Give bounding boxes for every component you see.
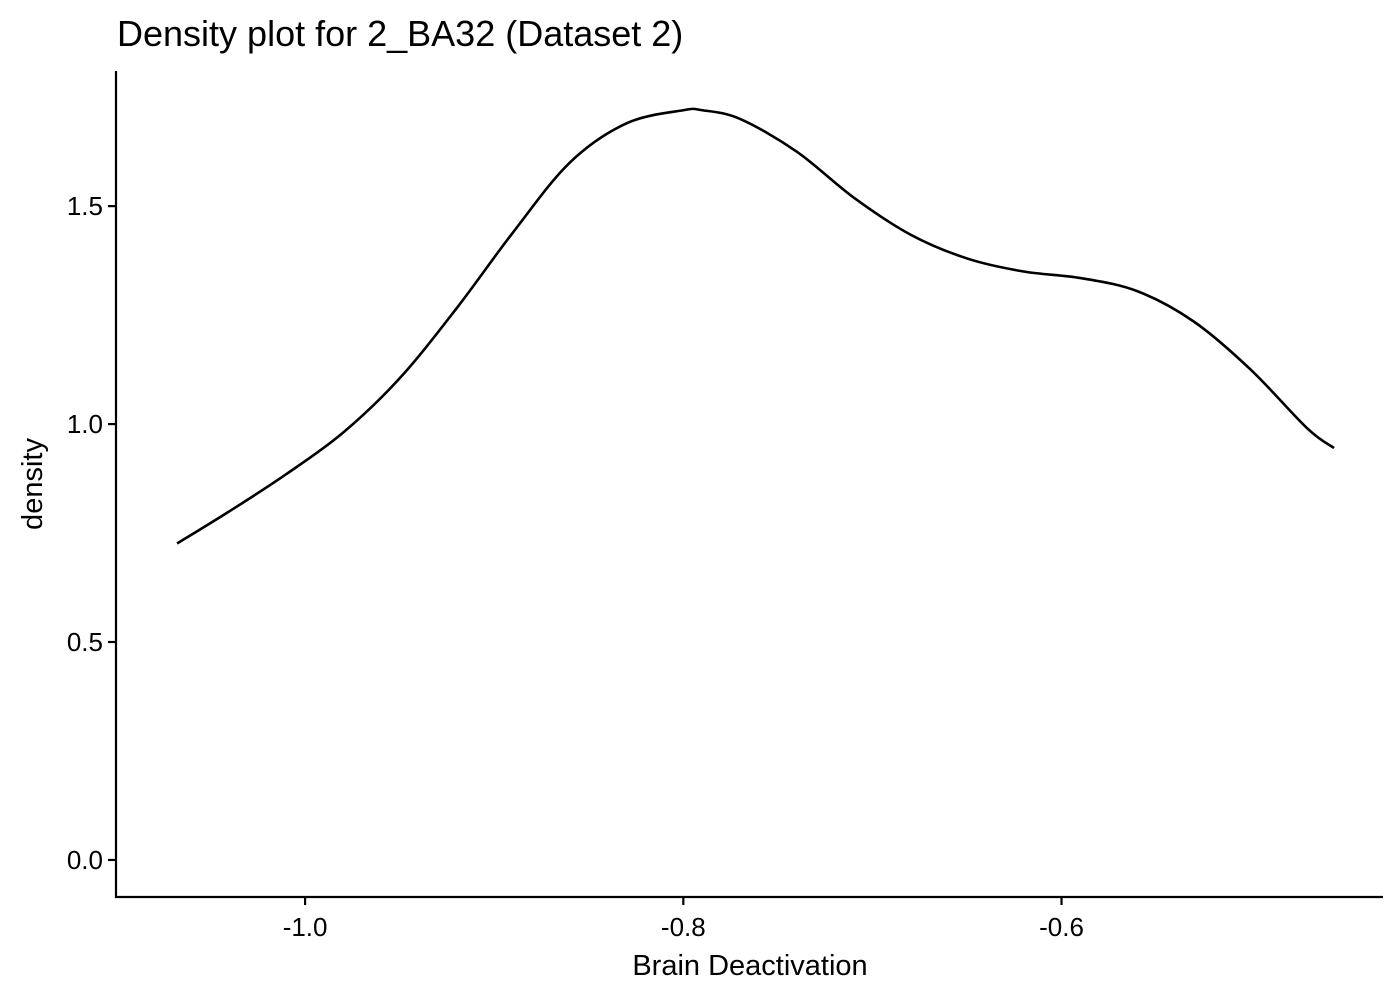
x-tick-label: -0.6	[1039, 912, 1084, 942]
y-axis-ticks: 0.0 0.5 1.0 1.5	[67, 191, 116, 875]
y-tick-label: 0.0	[67, 845, 103, 875]
y-tick-label: 1.0	[67, 409, 103, 439]
density-curve	[176, 107, 1335, 545]
x-axis-ticks: -1.0 -0.8 -0.6	[283, 897, 1084, 942]
x-axis-label: Brain Deactivation	[632, 950, 867, 982]
x-tick-label: -0.8	[661, 912, 706, 942]
y-axis-label: density	[17, 438, 49, 530]
y-tick-label: 0.5	[67, 627, 103, 657]
y-tick-label: 1.5	[67, 191, 103, 221]
chart-title: Density plot for 2_BA32 (Dataset 2)	[117, 13, 683, 54]
x-tick-label: -1.0	[283, 912, 328, 942]
